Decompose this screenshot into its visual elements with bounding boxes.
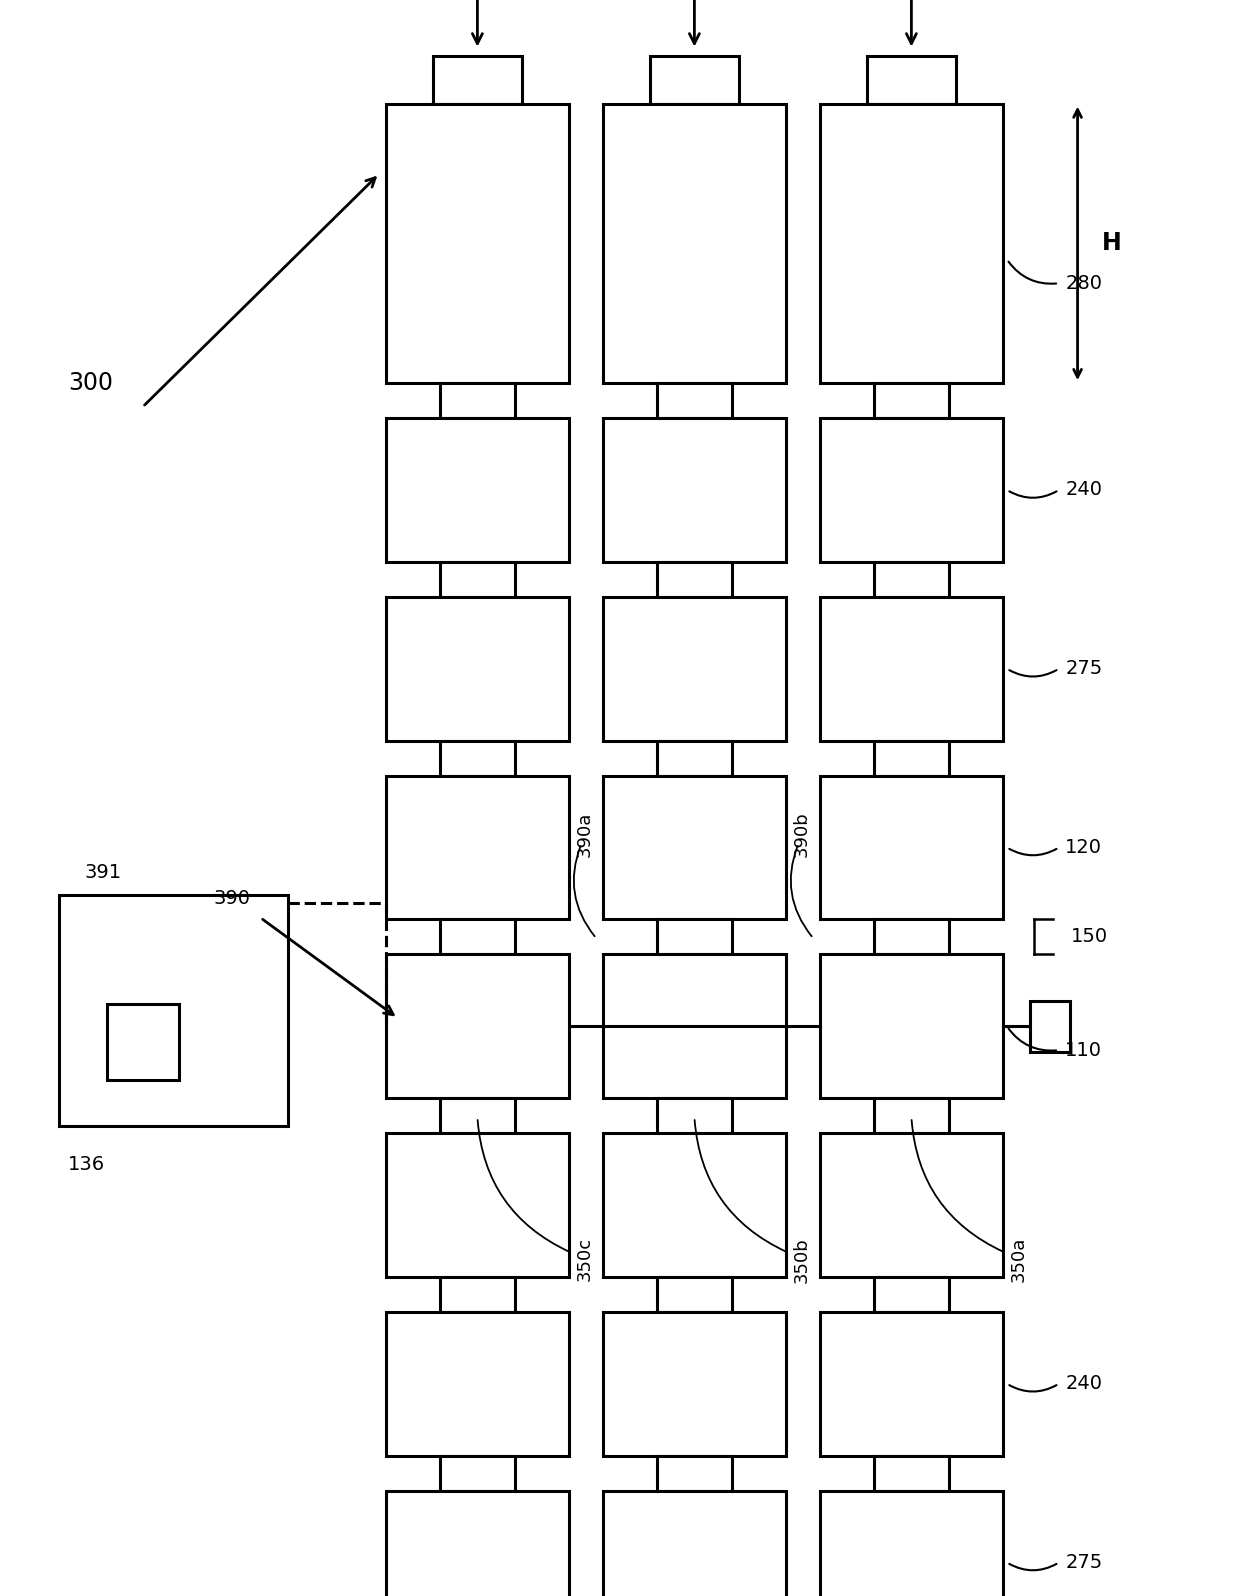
Bar [874, 562, 949, 597]
Bar [657, 741, 732, 776]
Text: H: H [1102, 231, 1122, 255]
Text: 350a: 350a [1009, 1237, 1028, 1282]
Bar [874, 919, 949, 954]
Bar [603, 954, 786, 1098]
Bar [603, 1491, 786, 1596]
Text: 390: 390 [213, 889, 250, 908]
Bar [867, 56, 956, 104]
Bar [657, 562, 732, 597]
Text: 300: 300 [68, 370, 113, 396]
Bar [386, 1133, 569, 1277]
Bar [440, 1456, 515, 1491]
Bar [657, 1277, 732, 1312]
Bar [603, 1133, 786, 1277]
Bar [820, 954, 1003, 1098]
Bar [820, 104, 1003, 383]
Bar [874, 741, 949, 776]
Text: 240: 240 [1065, 480, 1102, 500]
Bar [874, 383, 949, 418]
Bar [60, 894, 288, 1127]
Bar [440, 562, 515, 597]
Bar [820, 1133, 1003, 1277]
Bar [874, 1098, 949, 1133]
Text: 275: 275 [1065, 659, 1102, 678]
Bar [650, 56, 739, 104]
Text: 275: 275 [1065, 1553, 1102, 1572]
Bar [874, 1456, 949, 1491]
Bar [386, 104, 569, 383]
Bar [386, 1312, 569, 1456]
Bar [657, 1456, 732, 1491]
Text: 350c: 350c [575, 1237, 594, 1282]
Bar [440, 741, 515, 776]
Text: 240: 240 [1065, 1374, 1102, 1393]
Bar [820, 418, 1003, 562]
Bar [603, 597, 786, 741]
Text: 280: 280 [1065, 275, 1102, 292]
Text: 390b: 390b [792, 811, 811, 857]
Bar [603, 776, 786, 919]
Bar [386, 418, 569, 562]
Bar [657, 919, 732, 954]
Text: 390a: 390a [575, 811, 594, 857]
Bar [1030, 1001, 1070, 1052]
Text: 120: 120 [1065, 838, 1102, 857]
Bar [603, 1312, 786, 1456]
Bar [386, 597, 569, 741]
Bar [386, 1491, 569, 1596]
Bar [820, 1491, 1003, 1596]
Text: 110: 110 [1065, 1041, 1102, 1060]
Bar [386, 954, 569, 1098]
Bar [874, 1277, 949, 1312]
Bar [386, 776, 569, 919]
Bar [440, 383, 515, 418]
Bar [603, 104, 786, 383]
Bar [820, 776, 1003, 919]
Bar [440, 919, 515, 954]
Bar [603, 418, 786, 562]
Text: 391: 391 [84, 863, 122, 881]
Bar [440, 1277, 515, 1312]
Bar [820, 1312, 1003, 1456]
Bar [657, 1098, 732, 1133]
Bar [820, 597, 1003, 741]
Bar [107, 1004, 179, 1080]
Text: 350b: 350b [792, 1237, 811, 1283]
Text: 136: 136 [68, 1156, 105, 1173]
Text: 150: 150 [1071, 927, 1109, 946]
Bar [657, 383, 732, 418]
Bar [440, 1098, 515, 1133]
Bar [433, 56, 522, 104]
